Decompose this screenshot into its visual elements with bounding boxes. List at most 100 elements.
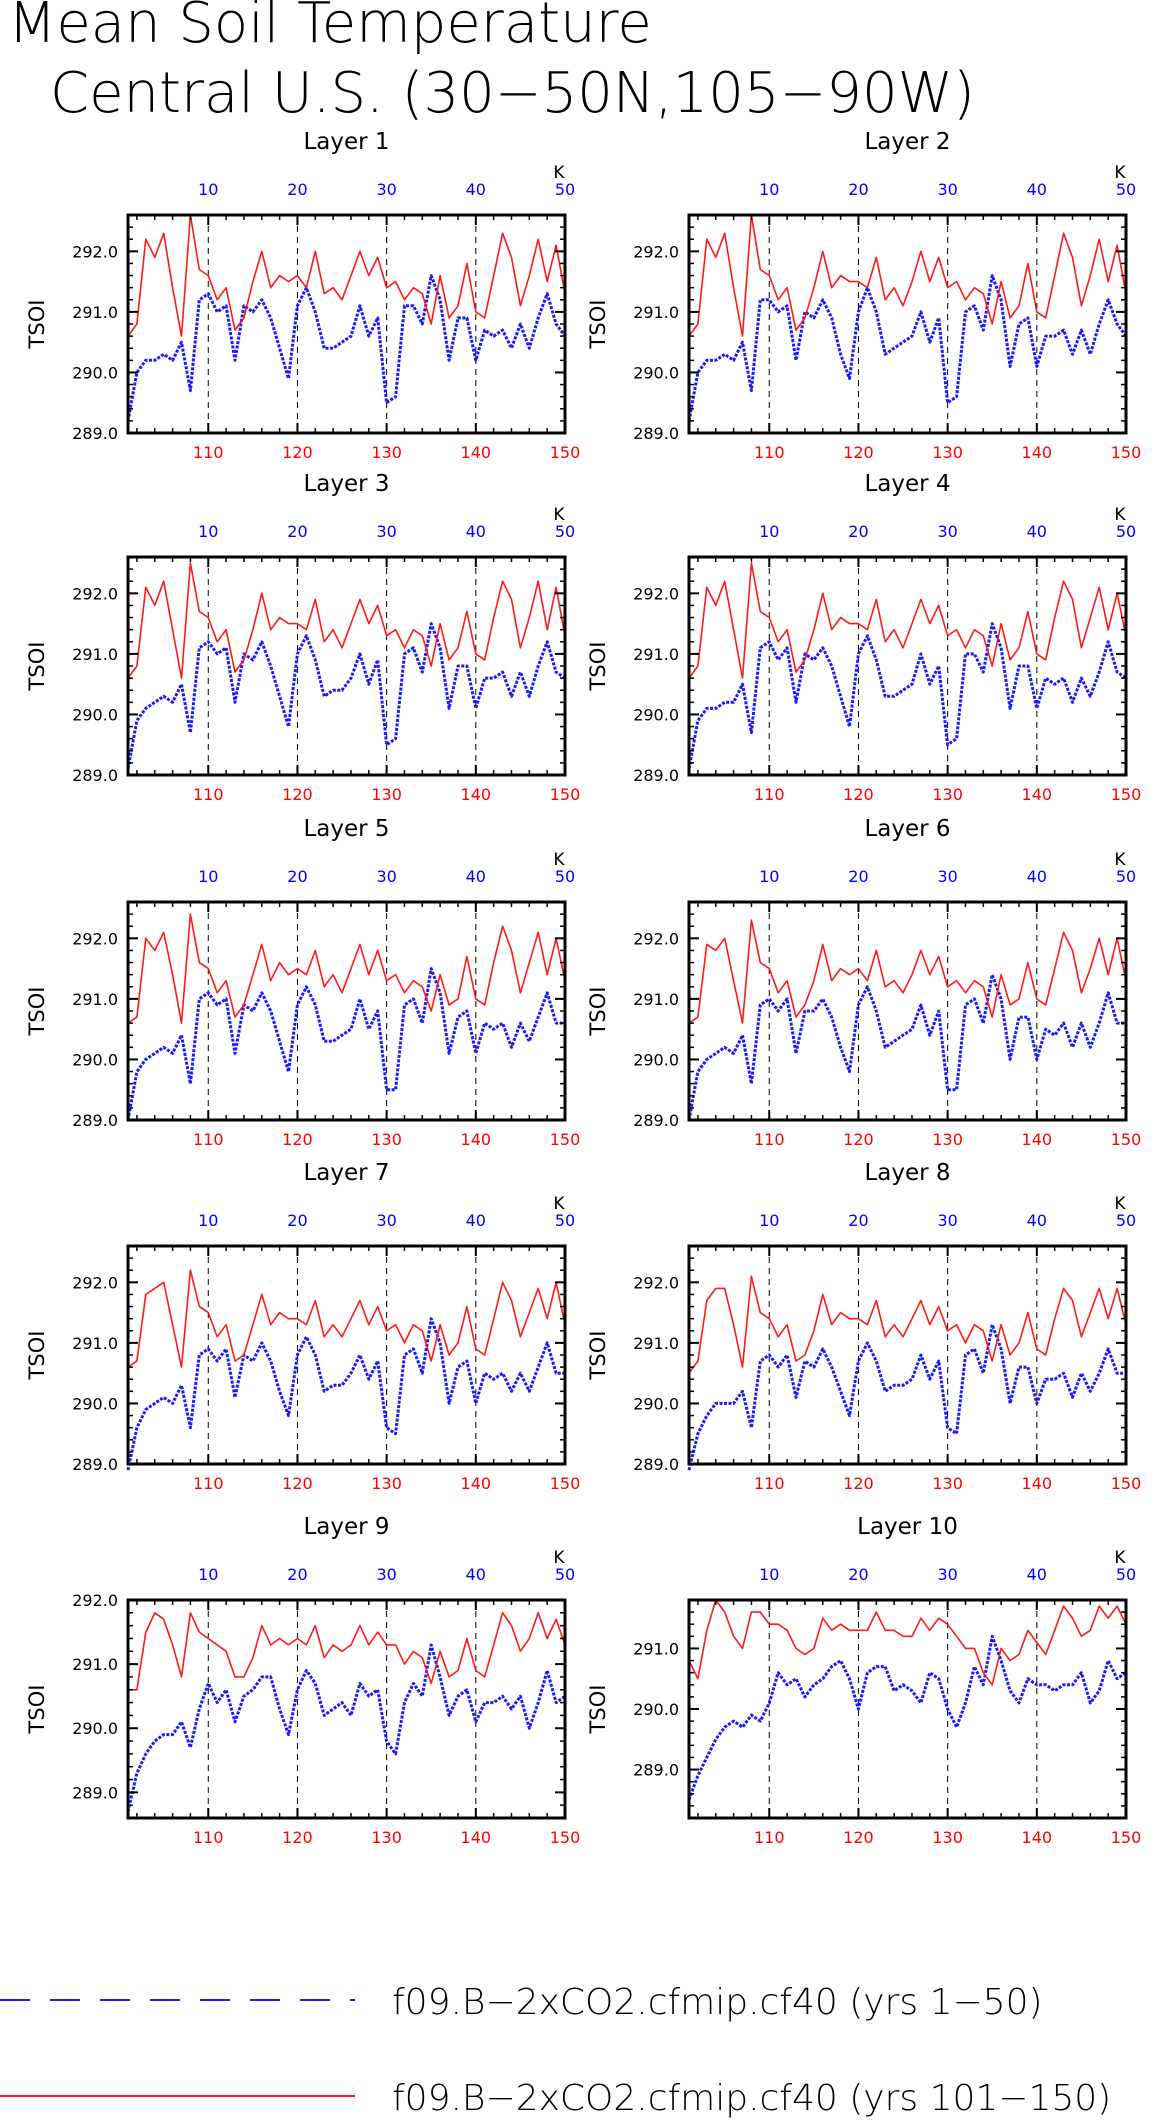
- series-b-line: [688, 214, 1127, 337]
- x-tick-label: 110: [754, 1130, 785, 1149]
- top-tick-label: 30: [937, 522, 957, 541]
- y-tick-label: 289.0: [633, 1111, 679, 1130]
- x-tick-label: 130: [932, 1474, 963, 1493]
- x-tick-label: 110: [193, 1828, 224, 1847]
- top-tick-label: 20: [287, 867, 307, 886]
- x-tick-label: 120: [282, 1828, 313, 1847]
- top-tick-label: 30: [376, 1211, 396, 1230]
- plot-frame: [126, 1244, 567, 1466]
- top-tick-label: 20: [287, 180, 307, 199]
- y-tick-label: 290.0: [72, 705, 118, 724]
- y-tick-label: 292.0: [72, 584, 118, 603]
- top-tick-label: 50: [555, 180, 575, 199]
- top-tick-label: 30: [937, 1211, 957, 1230]
- top-tick-label: 10: [759, 1211, 779, 1230]
- y-tick-label: 290.0: [633, 363, 679, 382]
- figure-title-line-2: Central U.S. (30−50N,105−90W): [50, 61, 975, 126]
- x-tick-label: 150: [550, 443, 581, 462]
- x-tick-label: 120: [843, 1828, 874, 1847]
- y-tick-label: 291.0: [633, 645, 679, 664]
- x-tick-label: 130: [371, 1130, 402, 1149]
- x-tick-label: 150: [1111, 443, 1142, 462]
- panel-title: Layer 8: [864, 1160, 950, 1186]
- top-axis-label: K: [1114, 163, 1126, 183]
- top-axis-label: K: [553, 505, 565, 525]
- y-tick-label: 291.0: [633, 1639, 679, 1658]
- y-tick-label: 290.0: [72, 1394, 118, 1413]
- y-axis-label: TSOI: [586, 987, 610, 1037]
- y-tick-label: 292.0: [72, 1591, 118, 1610]
- top-axis-label: K: [1114, 505, 1126, 525]
- top-tick-label: 20: [848, 522, 868, 541]
- y-tick-label: 292.0: [72, 1273, 118, 1292]
- y-tick-label: 291.0: [633, 990, 679, 1009]
- y-tick-label: 290.0: [633, 1050, 679, 1069]
- top-axis-label: K: [1114, 1194, 1126, 1214]
- panel-1: Layer 1 TSOI 289.0 290.0 291.0 292.0 110 120 130…: [25, 129, 580, 462]
- top-tick-label: 40: [466, 1565, 486, 1584]
- y-tick-label: 291.0: [72, 990, 118, 1009]
- panel-6: Layer 6 TSOI 289.0 290.0 291.0 292.0 110 120 130…: [586, 816, 1141, 1149]
- y-tick-label: 289.0: [72, 766, 118, 785]
- top-tick-label: 10: [759, 522, 779, 541]
- series-b-line: [128, 1612, 566, 1691]
- series-b-line: [127, 1269, 566, 1368]
- top-tick-label: 10: [198, 522, 218, 541]
- series-a-line: [687, 973, 1126, 1121]
- top-tick-label: 10: [759, 180, 779, 199]
- y-tick-label: 292.0: [72, 929, 118, 948]
- panel-9: Layer 9 TSOI 289.0 290.0 291.0 292.0 110 120 130…: [25, 1514, 580, 1847]
- x-tick-label: 140: [1022, 443, 1053, 462]
- y-tick-label: 289.0: [72, 1783, 118, 1802]
- top-tick-label: 40: [466, 180, 486, 199]
- series-a-line: [687, 622, 1127, 770]
- top-tick-label: 50: [1116, 522, 1136, 541]
- top-tick-label: 50: [1116, 867, 1136, 886]
- panel-4: Layer 4 TSOI 289.0 290.0 291.0 292.0 110 120 130…: [586, 471, 1141, 804]
- x-tick-label: 150: [1111, 1130, 1142, 1149]
- x-tick-label: 130: [932, 443, 963, 462]
- top-tick-label: 40: [1027, 522, 1047, 541]
- x-tick-label: 120: [282, 1130, 313, 1149]
- top-tick-label: 20: [848, 1565, 868, 1584]
- series-a-line: [126, 1643, 566, 1812]
- x-tick-label: 130: [932, 785, 963, 804]
- x-tick-label: 120: [282, 785, 313, 804]
- x-tick-label: 120: [843, 443, 874, 462]
- y-tick-label: 290.0: [633, 1700, 679, 1719]
- top-tick-label: 50: [555, 1211, 575, 1230]
- x-tick-label: 130: [932, 1828, 963, 1847]
- y-tick-label: 292.0: [633, 584, 679, 603]
- top-tick-label: 10: [759, 1565, 779, 1584]
- legend-label-series-a: f09.B−2xCO2.cfmip.cf40 (yrs 1−50): [392, 1982, 1043, 2023]
- x-tick-label: 140: [461, 443, 492, 462]
- x-tick-label: 140: [1022, 1130, 1053, 1149]
- top-tick-label: 30: [937, 180, 957, 199]
- panel-8: Layer 8 TSOI 289.0 290.0 291.0 292.0 110 120 130…: [586, 1160, 1141, 1493]
- series-b-line: [688, 919, 1127, 1024]
- y-tick-label: 289.0: [633, 424, 679, 443]
- top-axis-label: K: [1114, 850, 1126, 870]
- top-tick-label: 40: [466, 522, 486, 541]
- y-tick-label: 289.0: [72, 424, 118, 443]
- top-tick-label: 30: [376, 1565, 396, 1584]
- plot-frame: [687, 1244, 1128, 1466]
- y-tick-label: 292.0: [72, 242, 118, 261]
- plot-frame: [126, 555, 567, 777]
- x-tick-label: 110: [193, 785, 224, 804]
- y-axis-label: TSOI: [25, 987, 49, 1037]
- x-tick-label: 140: [461, 785, 492, 804]
- y-axis-label: TSOI: [25, 300, 49, 350]
- x-tick-label: 140: [461, 1828, 492, 1847]
- top-tick-label: 10: [198, 180, 218, 199]
- top-tick-label: 10: [759, 867, 779, 886]
- x-tick-label: 150: [550, 1130, 581, 1149]
- plot-frame: [687, 1598, 1128, 1820]
- panel-2: Layer 2 TSOI 289.0 290.0 291.0 292.0 110 120 130…: [586, 129, 1141, 462]
- y-tick-label: 290.0: [72, 363, 118, 382]
- y-tick-label: 289.0: [633, 766, 679, 785]
- y-tick-label: 291.0: [633, 1334, 679, 1353]
- top-tick-label: 20: [287, 1211, 307, 1230]
- x-tick-label: 130: [371, 443, 402, 462]
